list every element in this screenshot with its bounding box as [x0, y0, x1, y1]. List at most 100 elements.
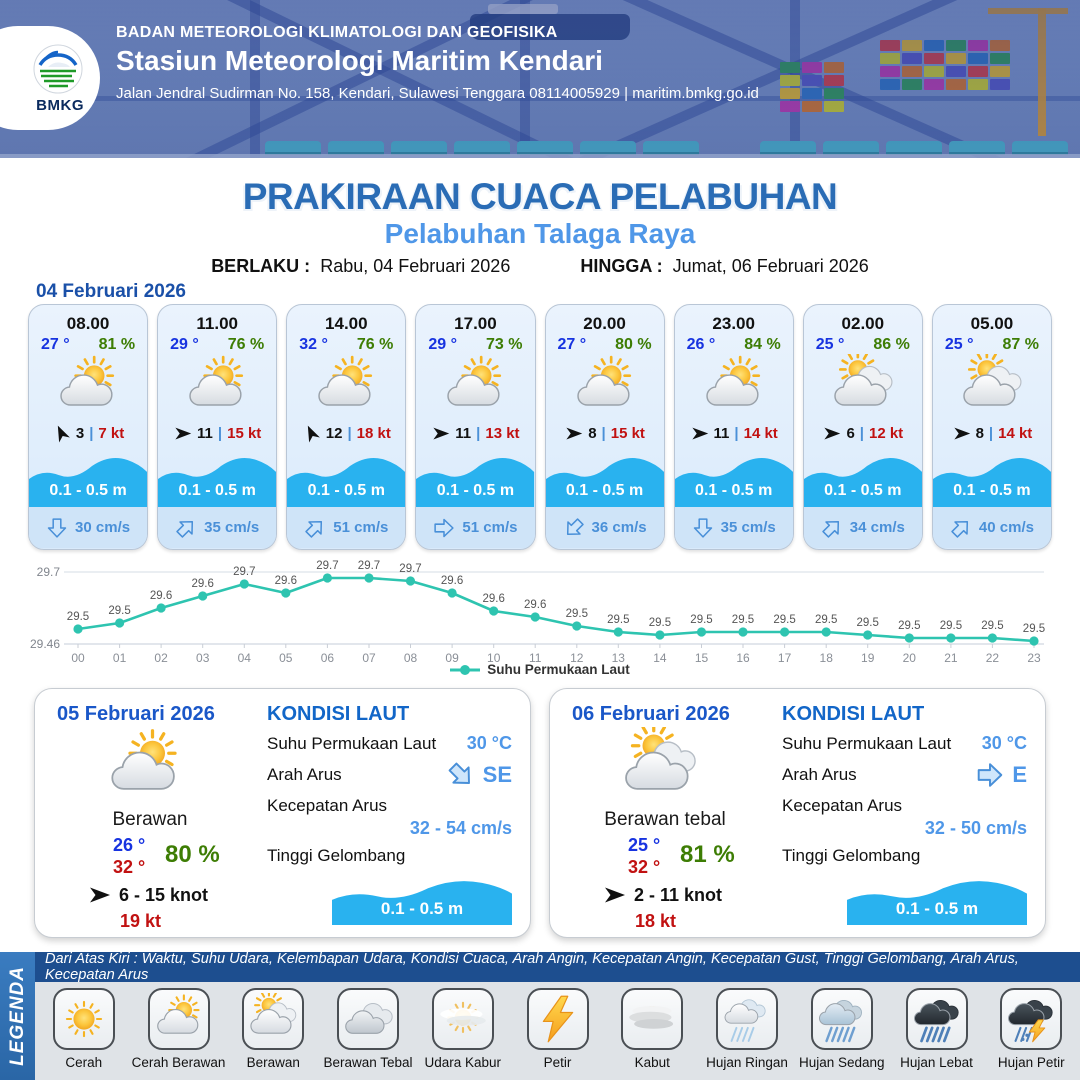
svg-text:29.7: 29.7 [358, 560, 380, 572]
wave-height: 0.1 - 0.5 m [436, 482, 515, 499]
petir-icon [526, 988, 589, 1050]
wave-height-label: Tinggi Gelombang [782, 846, 921, 865]
svg-text:10: 10 [487, 651, 501, 665]
card-current-row: 35 cm/s [158, 507, 277, 548]
wave-height-badge: 0.1 - 0.5 m [332, 873, 512, 925]
card-wind-row: 3 | 7 kt [29, 420, 147, 446]
card-current-row: 34 cm/s [803, 507, 922, 548]
hujan-lebat-icon [905, 988, 968, 1050]
current-speed-value: 32 - 50 cm/s [924, 818, 1027, 838]
wind-gust: 15 kt [610, 424, 645, 442]
wind-speed: 11 [455, 424, 472, 442]
wind-speed: 6 [846, 424, 855, 442]
current-speed-label: Kecepatan Arus [782, 796, 903, 815]
current-speed-value: 32 - 54 cm/s [409, 818, 512, 838]
hourly-card: 20.00 27 ° 80 % 8 | 15 kt 0.1 - 0.5 m 36… [544, 304, 665, 550]
card-current-row: 35 cm/s [674, 507, 793, 548]
wind-direction-icon [431, 424, 450, 443]
hingga-label: HINGGA : [580, 256, 663, 276]
ship-illustration [470, 4, 630, 40]
legend-title-bar: LEGENDA [0, 952, 35, 1080]
svg-text:15: 15 [695, 651, 709, 665]
legend-item-label: Cerah Berawan [131, 1055, 226, 1070]
svg-text:29.6: 29.6 [524, 599, 546, 611]
daily-card: 05 Februari 2026 Berawan 26 ° 32 ° 80 % … [34, 688, 531, 938]
wave-height: 0.1 - 0.5 m [953, 482, 1031, 499]
wind-speed: 8 [975, 424, 984, 442]
legend-item-label: Petir [543, 1055, 572, 1070]
hourly-section-date: 04 Februari 2026 [36, 281, 186, 302]
daily-wave-height: 0.1 - 0.5 m [895, 899, 979, 918]
wind-direction-icon [87, 883, 111, 907]
current-direction-icon [945, 512, 976, 543]
card-current-row: 51 cm/s [287, 507, 406, 548]
current-direction-value: SE [482, 762, 512, 787]
current-direction-icon [441, 755, 481, 795]
wind-speed: 8 [588, 424, 597, 442]
daily-humidity: 81 % [680, 841, 735, 868]
svg-text:29.5: 29.5 [940, 620, 962, 632]
legend-items: Cerah Cerah Berawan Berawan Berawan Teba… [35, 982, 1080, 1080]
daily-wind-row: 6 - 15 knot [87, 883, 208, 907]
legend-item-label: Udara Kabur [424, 1055, 502, 1070]
wind-direction-icon [564, 424, 583, 443]
svg-text:29.5: 29.5 [857, 617, 879, 629]
current-speed-label: Kecepatan Arus [267, 796, 388, 815]
card-time: 20.00 [583, 314, 626, 333]
daily-wind-row: 2 - 11 knot [602, 883, 722, 907]
cerah-berawan-icon [90, 727, 200, 807]
card-humidity: 81 % [98, 336, 136, 353]
wave-height: 0.1 - 0.5 m [824, 482, 902, 499]
current-direction-icon [558, 512, 589, 543]
daily-condition: Berawan tebal [604, 809, 726, 830]
svg-text:19: 19 [861, 651, 875, 665]
current-direction-icon [300, 512, 331, 543]
container-stack-illustration [880, 40, 1016, 90]
wave-height: 0.1 - 0.5 m [565, 482, 644, 499]
seats-illustration [265, 141, 699, 155]
sea-conditions: KONDISI LAUT Suhu Permukaan Laut 30 °C Ar… [782, 703, 1027, 927]
legend-item: Berawan Tebal [322, 988, 414, 1070]
legend-item: Cerah Berawan [131, 988, 226, 1070]
svg-text:29.6: 29.6 [192, 578, 214, 590]
card-current-row: 30 cm/s [29, 507, 148, 548]
card-time: 05.00 [970, 314, 1014, 333]
legend-title: LEGENDA [6, 966, 28, 1066]
current-direction-icon [433, 517, 455, 539]
wind-gust: 14 kt [998, 424, 1033, 442]
wind-direction-icon [173, 424, 192, 443]
chart-legend: Suhu Permukaan Laut [0, 662, 1080, 677]
svg-text:29.5: 29.5 [815, 614, 837, 626]
bmkg-logo: BMKG [0, 26, 100, 130]
legend-item-label: Kabut [634, 1055, 670, 1070]
card-humidity: 73 % [486, 336, 523, 353]
legend-item: Petir [512, 988, 604, 1070]
daily-cards-row: 05 Februari 2026 Berawan 26 ° 32 ° 80 % … [34, 688, 1046, 938]
current-direction-icon [816, 512, 847, 543]
card-temperature: 32 ° [299, 336, 328, 353]
sst-chart: 29.7 29.46 29.5 00 29.5 01 29.6 02 29.6 03 29.7 04 2… [28, 552, 1052, 671]
current-direction-icon [171, 512, 202, 543]
svg-text:20: 20 [903, 651, 917, 665]
wave-height: 0.1 - 0.5 m [695, 482, 773, 499]
legend-item: Hujan Petir [985, 988, 1077, 1070]
card-wind-row: 11 | 14 kt [675, 420, 793, 446]
card-temperature: 29 ° [170, 336, 199, 353]
daily-date: 06 Februari 2026 [572, 703, 730, 725]
svg-text:13: 13 [612, 651, 626, 665]
svg-text:17: 17 [778, 651, 792, 665]
legend-item: Berawan [227, 988, 319, 1070]
card-time: 02.00 [841, 314, 885, 333]
daily-temp-min: 25 ° [628, 835, 661, 855]
card-humidity: 76 % [227, 336, 265, 353]
hujan-ringan-icon [716, 988, 778, 1050]
legend-item: Cerah [38, 988, 130, 1070]
cerah-berawan-icon [416, 354, 534, 420]
legend-section: LEGENDA Dari Atas Kiri : Waktu, Suhu Uda… [0, 951, 1080, 1080]
sst-value: 30 °C [466, 733, 512, 753]
crane-illustration [1038, 8, 1046, 136]
current-direction-label: Arah Arus [267, 765, 342, 784]
legend-item-label: Berawan [246, 1055, 300, 1070]
wave-height: 0.1 - 0.5 m [307, 482, 385, 499]
wave-height: 0.1 - 0.5 m [178, 482, 256, 499]
